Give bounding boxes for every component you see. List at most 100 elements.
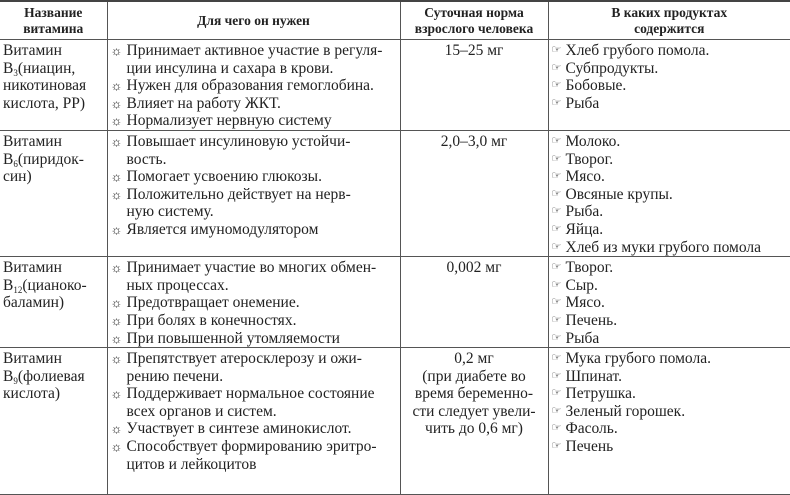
header-text: В каких продуктах: [611, 4, 728, 20]
products-cell: ☞ Молоко. ☞ Творог. ☞ Мясо. ☞ Овсяные крупы. ☞ Ры…: [547, 129, 790, 258]
benefit-line: Участвует в синтезе аминокислот.: [126, 420, 352, 438]
benefit-text: Препятствует атеросклерозу и ожи-рению п…: [127, 350, 362, 385]
benefit-text: При повышенной утомляемости: [126, 329, 340, 347]
vitamin-subscript: 9: [13, 375, 18, 386]
benefit-item: ☼ Положительно действует на нерв-ную сист…: [111, 186, 397, 221]
product-text: Яйца.: [565, 220, 604, 238]
benefit-item: ☼ Принимает участие во многих обмен-ных п…: [111, 259, 397, 294]
benefit-text: Поддерживает нормальное состояние всех ор…: [127, 385, 375, 420]
product-text: Зеленый горошек.: [565, 402, 686, 420]
sun-gear-icon: ☼: [110, 260, 123, 276]
benefit-item: ☼ Нужен для образования гемоглобина.: [111, 77, 397, 95]
vitamin-subscript: 6: [13, 158, 18, 169]
benefit-text: При болях в конечностях.: [127, 312, 297, 330]
sun-gear-icon: ☼: [110, 95, 123, 111]
product-item: ☞ Зеленый горошек.: [552, 403, 788, 421]
benefit-line: Положительно действует на нерв-: [126, 185, 351, 203]
product-text: Фасоль.: [565, 420, 618, 438]
product-text: Печень: [565, 438, 614, 456]
product-item: ☞ Яйца.: [552, 221, 788, 239]
benefit-line: Помогает усвоению глюкозы.: [126, 168, 322, 186]
product-item: ☞ Рыба.: [552, 203, 788, 221]
header-products: В каких продуктах содержится: [547, 0, 790, 40]
daily-norm-line: чить до 0,6 мг): [425, 420, 523, 438]
vitamin-letter: B: [3, 367, 14, 385]
daily-norm-cell: 2,0–3,0 мг: [399, 129, 549, 258]
benefit-text: Принимает участие во многих обмен-ных пр…: [127, 259, 377, 294]
sun-gear-icon: ☼: [110, 78, 123, 94]
sun-gear-icon: ☼: [110, 386, 123, 402]
vitamin-subscript: 12: [13, 284, 23, 295]
daily-norm-cell: 15–25 мг: [399, 39, 549, 131]
benefit-item: ☼ Помогает усвоению глюкозы.: [111, 168, 397, 186]
benefit-line: Принимает участие во многих обмен-: [126, 259, 377, 277]
vitamin-name-cell: Витамин B12(цианоко-баламин): [0, 256, 108, 349]
product-item: ☞ Творог.: [552, 151, 788, 169]
benefit-line: ных процессах.: [126, 276, 229, 294]
vitamin-name-line: B9(фолиевая: [3, 368, 104, 386]
product-text: Мясо.: [565, 168, 605, 186]
sun-gear-icon: ☼: [110, 330, 123, 346]
sun-gear-icon: ☼: [110, 133, 123, 149]
pointing-hand-icon: ☞: [551, 422, 562, 435]
benefit-text: Предотвращает онемение.: [127, 294, 300, 312]
product-text: Петрушка.: [565, 385, 636, 403]
product-item: ☞ Фасоль.: [552, 420, 788, 438]
products-cell: ☞ Мука грубого помола. ☞ Шпинат. ☞ Петрушка. ☞…: [547, 347, 790, 495]
benefit-text: Принимает активное участие в регуля-ции …: [127, 42, 383, 77]
benefit-item: ☼ Препятствует атеросклерозу и ожи-рению …: [111, 350, 397, 385]
vitamin-name-line: никотиновая: [3, 77, 87, 95]
benefit-item: ☼ Является имуномодулятором: [111, 221, 397, 239]
product-text: Печень.: [565, 311, 618, 329]
pointing-hand-icon: ☞: [551, 170, 562, 183]
pointing-hand-icon: ☞: [551, 278, 562, 291]
product-text: Хлеб из муки грубого помола: [565, 238, 762, 256]
product-text: Хлеб грубого помола.: [565, 42, 710, 59]
pointing-hand-icon: ☞: [551, 152, 562, 165]
benefit-item: ☼ Поддерживает нормальное состояние всех о…: [111, 385, 397, 420]
purpose-cell: ☼ Принимает активное участие в регуля-ции…: [106, 39, 401, 131]
vitamin-name-line: Витамин: [3, 350, 62, 368]
header-purpose: Для чего он нужен: [106, 0, 401, 40]
header-text: содержится: [634, 20, 705, 36]
table-row: Витамин B6(пиридок-син) ☼ Повышает инсулино…: [0, 129, 790, 258]
product-item: ☞ Рыба: [552, 95, 788, 113]
benefit-line: ции инсулина и сахара в крови.: [126, 59, 334, 77]
pointing-hand-icon: ☞: [551, 313, 562, 326]
header-text: Суточная норма: [424, 4, 524, 20]
pointing-hand-icon: ☞: [551, 187, 562, 200]
pointing-hand-icon: ☞: [551, 222, 562, 235]
product-text: Мука грубого помола.: [565, 350, 711, 368]
sun-gear-icon: ☼: [110, 351, 123, 367]
product-item: ☞ Мясо.: [552, 294, 788, 312]
benefit-text: Участвует в синтезе аминокислот.: [127, 420, 352, 438]
header-text: витамина: [23, 20, 84, 36]
benefit-line: Препятствует атеросклерозу и ожи-: [126, 350, 362, 368]
vitamin-name-cell: Витамин B9(фолиевая кислота): [0, 347, 108, 495]
vitamin-name-line: B3(ниацин,: [3, 60, 104, 78]
header-daily-norm: Суточная норма взрослого человека: [399, 0, 549, 40]
table-row: Витамин B12(цианоко-баламин) ☼ Принимает уч…: [0, 256, 790, 349]
pointing-hand-icon: ☞: [551, 205, 562, 218]
benefit-line: вость.: [126, 150, 167, 168]
pointing-hand-icon: ☞: [551, 404, 562, 417]
vitamin-name-rest: (ниацин,: [17, 59, 76, 77]
vitamin-name-line: Витамин: [3, 259, 62, 277]
daily-norm-cell: 0,002 мг: [399, 256, 549, 349]
product-item: ☞ Субпродукты.: [552, 60, 788, 78]
sun-gear-icon: ☼: [110, 421, 123, 437]
benefit-line: Повышает инсулиновую устойчи-: [126, 132, 351, 150]
benefit-item: ☼ Участвует в синтезе аминокислот.: [111, 420, 397, 438]
sun-gear-icon: ☼: [110, 113, 123, 129]
header-text: Название: [24, 4, 83, 20]
benefit-item: ☼ Принимает активное участие в регуля-ции…: [111, 42, 397, 77]
product-text: Мясо.: [565, 294, 605, 312]
pointing-hand-icon: ☞: [551, 134, 562, 147]
product-text: Рыба: [565, 94, 600, 112]
purpose-cell: ☼ Повышает инсулиновую устойчи-вость. ☼ Пом…: [106, 129, 401, 258]
benefit-text: Повышает инсулиновую устойчи-вость.: [127, 133, 351, 168]
benefit-line: При повышенной утомляемости: [126, 329, 340, 347]
product-text: Молоко.: [565, 132, 621, 150]
daily-norm-line: 2,0–3,0 мг: [440, 132, 508, 150]
